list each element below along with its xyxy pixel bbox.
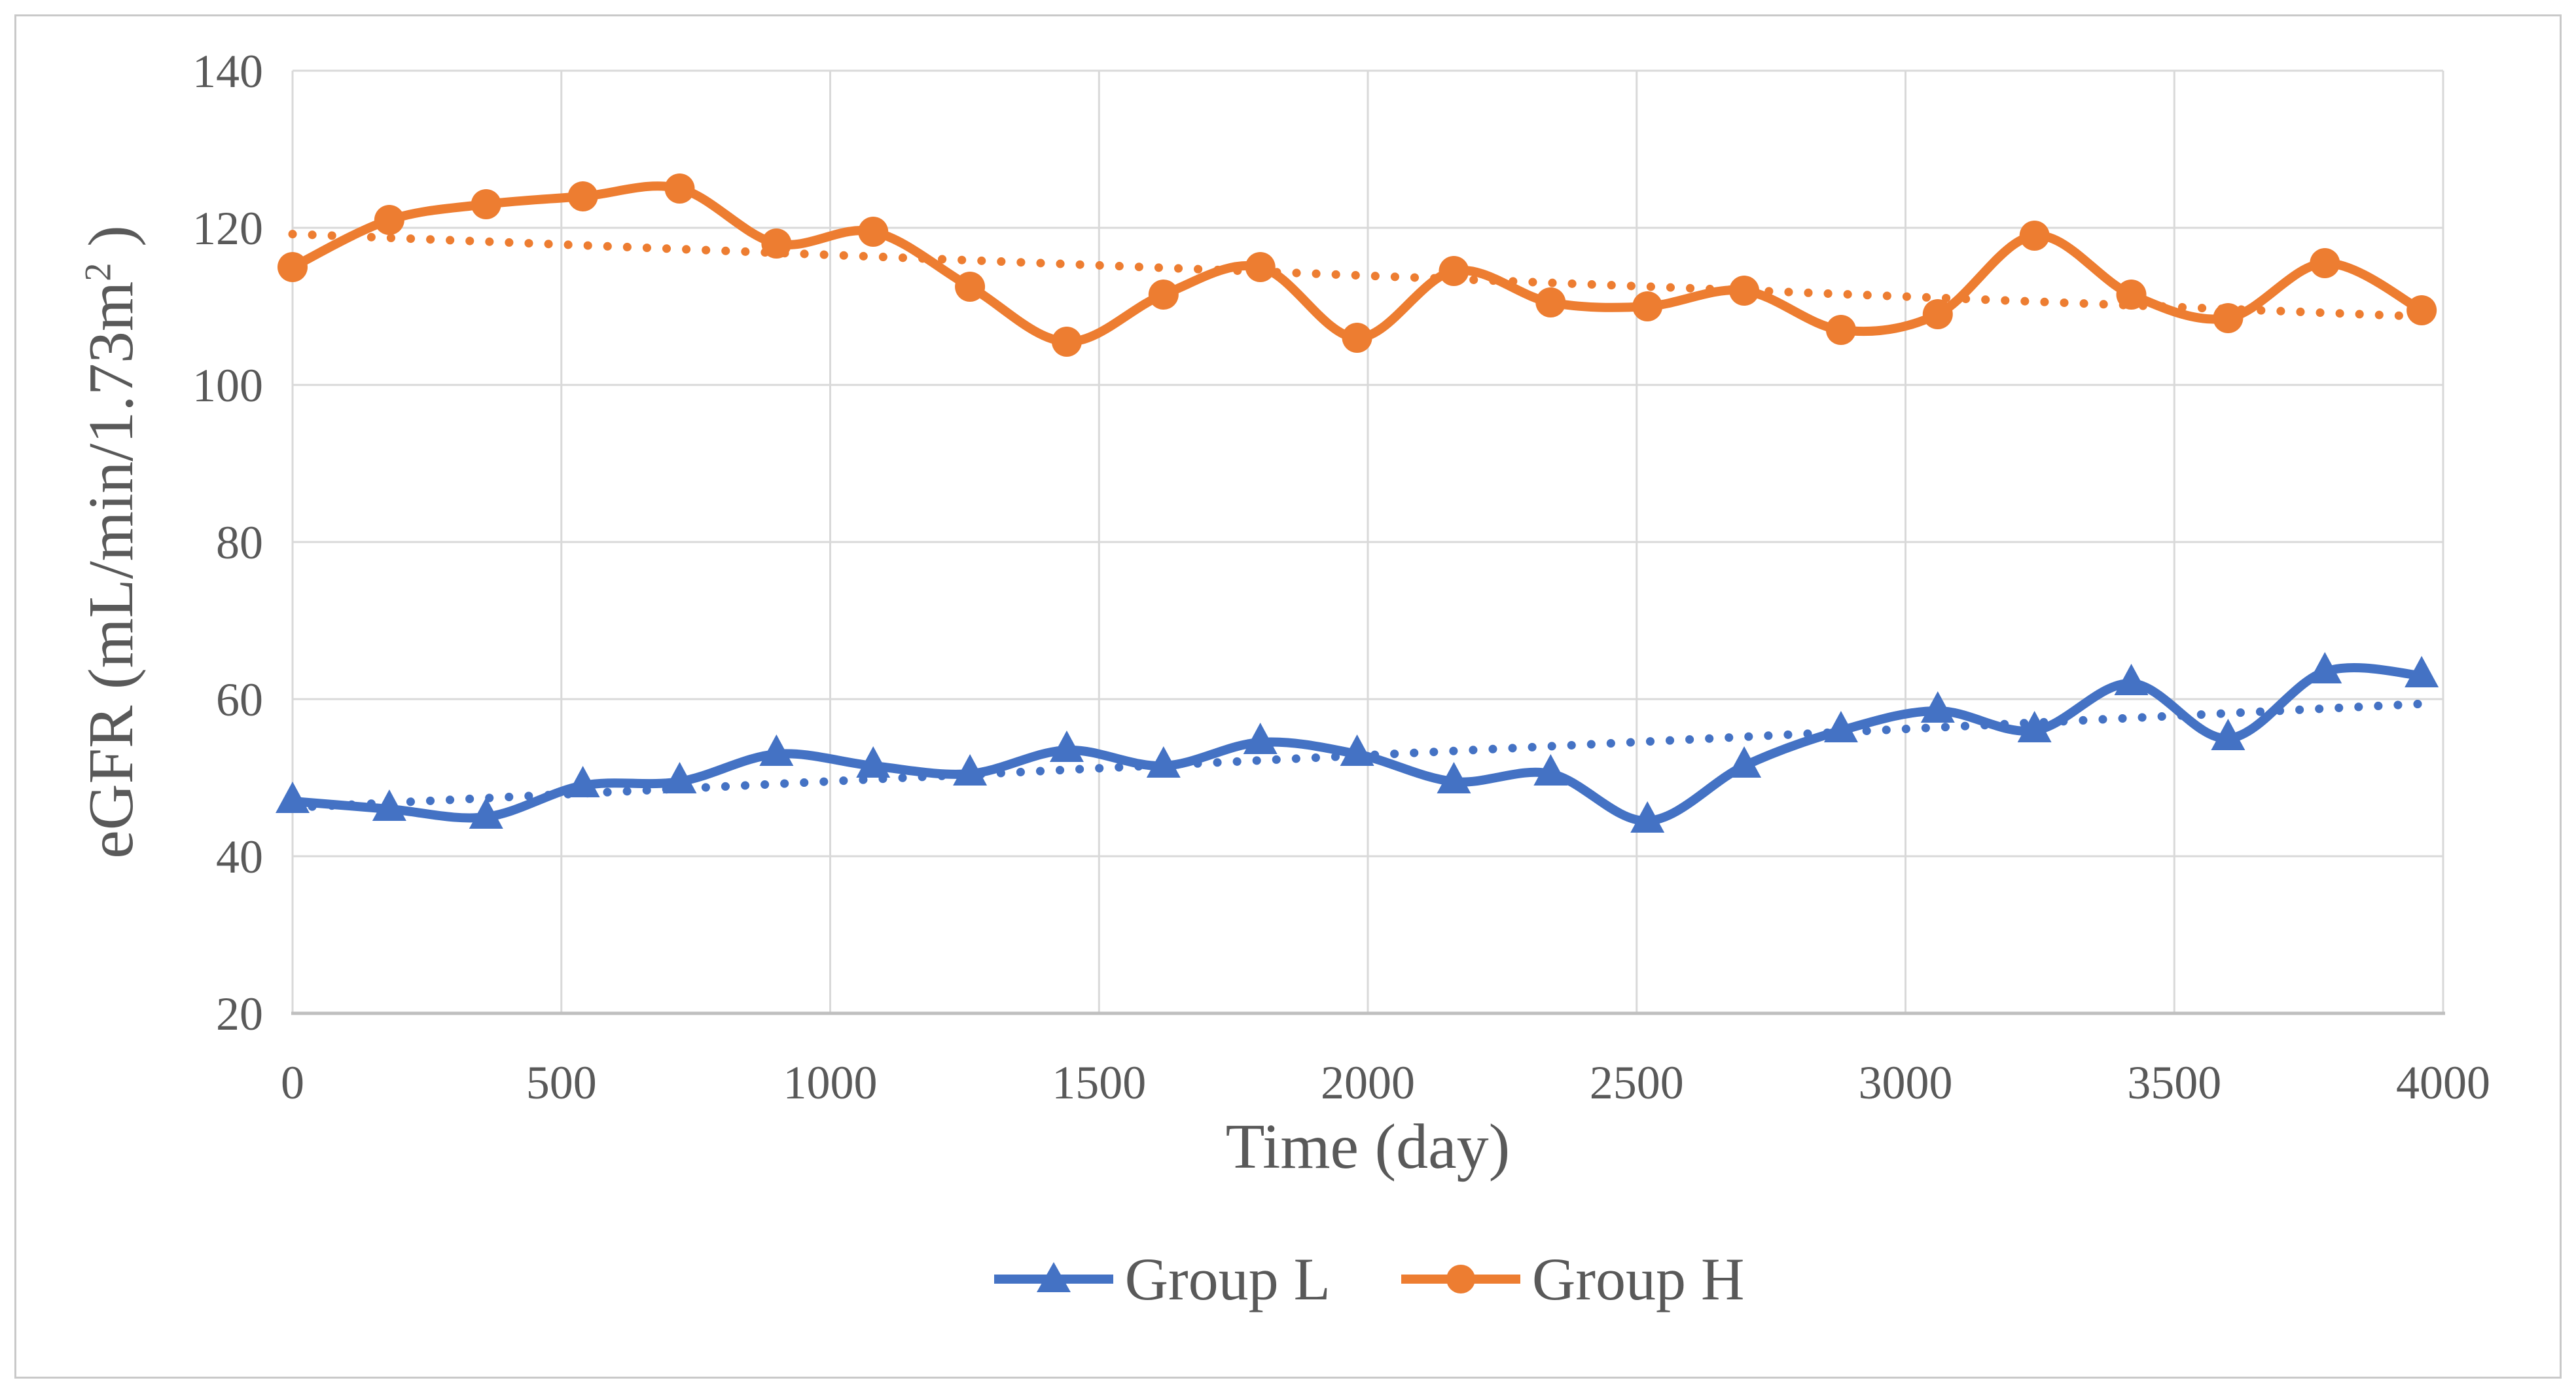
marker-circle	[1439, 256, 1469, 286]
marker-triangle	[1533, 754, 1568, 786]
marker-triangle	[2308, 652, 2342, 683]
marker-circle	[471, 189, 501, 219]
marker-triangle	[1437, 762, 1471, 793]
marker-triangle	[1243, 723, 1278, 754]
x-tick-label: 1500	[1052, 1057, 1146, 1109]
marker-circle	[955, 272, 986, 302]
y-axis-title-text: eGFR (mL/min/1.73m	[76, 281, 147, 859]
marker-triangle	[953, 754, 988, 786]
y-tick-label: 80	[216, 516, 263, 569]
x-tick-label: 2000	[1321, 1057, 1415, 1109]
marker-triangle	[1920, 691, 1955, 723]
marker-triangle	[2211, 719, 2245, 750]
marker-triangle	[1049, 731, 1084, 762]
marker-triangle	[1727, 746, 1762, 778]
marker-circle	[1632, 291, 1663, 321]
marker-circle	[277, 252, 308, 282]
marker-circle	[1148, 280, 1179, 310]
y-axis-title-suffix: )	[76, 225, 147, 263]
marker-circle	[2213, 303, 2244, 333]
y-tick-label: 100	[192, 359, 263, 412]
legend: Group L Group H	[293, 1249, 2443, 1309]
marker-circle	[2406, 295, 2437, 325]
series-line-group-h	[288, 181, 2427, 347]
marker-triangle	[2114, 664, 2149, 695]
legend-marker-triangle-icon	[993, 1262, 1113, 1292]
marker-circle	[1342, 323, 1372, 353]
marker-triangle	[276, 782, 310, 813]
trendline-group-h	[288, 230, 2426, 321]
y-axis-title-superscript: 2	[77, 262, 119, 281]
marker-circle	[374, 205, 404, 235]
marker-triangle	[565, 766, 600, 797]
marker-triangle	[2405, 656, 2439, 687]
marker-circle	[1825, 315, 1856, 345]
marker-triangle	[759, 734, 794, 766]
x-tick-label: 500	[526, 1057, 597, 1109]
y-tick-label: 20	[216, 988, 263, 1040]
marker-circle	[1729, 276, 1760, 306]
marker-circle	[2116, 280, 2147, 310]
marker-triangle	[1340, 734, 1374, 766]
y-tick-label: 40	[216, 831, 263, 883]
x-tick-label: 4000	[2396, 1057, 2490, 1109]
marker-circle	[1245, 252, 1276, 282]
y-axis-title: eGFR (mL/min/1.73m2 )	[75, 225, 148, 859]
y-tick-label: 140	[192, 45, 263, 98]
x-tick-label: 3000	[1859, 1057, 1953, 1109]
marker-circle	[567, 181, 598, 211]
legend-item-group-h[interactable]: Group H	[1399, 1246, 1745, 1312]
y-tick-label: 120	[192, 202, 263, 255]
y-tick-label: 60	[216, 674, 263, 726]
marker-triangle	[1630, 801, 1665, 833]
marker-triangle	[372, 789, 406, 821]
marker-circle	[1922, 299, 1953, 329]
marker-triangle	[1146, 746, 1181, 778]
marker-circle	[858, 217, 889, 247]
marker-circle	[1051, 327, 1082, 357]
marker-triangle	[856, 746, 891, 778]
legend-item-group-l[interactable]: Group L	[992, 1249, 1331, 1309]
x-tick-label: 3500	[2127, 1057, 2221, 1109]
marker-circle	[761, 228, 792, 259]
legend-label-group-h: Group H	[1531, 1246, 1745, 1312]
marker-triangle	[469, 797, 503, 829]
marker-circle	[2019, 221, 2050, 251]
marker-triangle	[1823, 711, 1858, 742]
marker-triangle	[2017, 711, 2052, 742]
marker-circle	[2310, 248, 2340, 278]
marker-circle	[1535, 287, 1566, 317]
legend-label-group-l: Group L	[1124, 1246, 1331, 1312]
x-tick-label: 0	[281, 1057, 304, 1109]
x-tick-label: 2500	[1590, 1057, 1684, 1109]
x-tick-label: 1000	[783, 1057, 878, 1109]
marker-circle	[664, 173, 695, 204]
legend-marker-circle-icon	[1401, 1265, 1520, 1294]
x-axis-title: Time (day)	[1225, 1112, 1511, 1182]
marker-triangle	[662, 762, 697, 793]
